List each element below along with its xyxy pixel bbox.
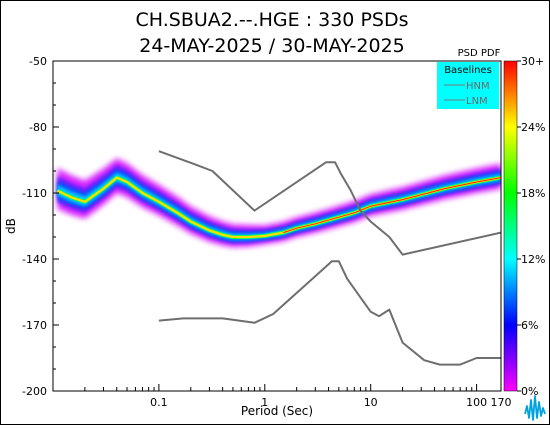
- x-tick-label: 100: [466, 396, 487, 409]
- x-axis-label: Period (Sec): [241, 404, 313, 418]
- noise-model-baselines: [158, 150, 501, 366]
- colorbar-ticks: 30+ 24% 18% 12% 6% 0%: [517, 55, 545, 398]
- chart-subtitle: 24-MAY-2025 / 30-MAY-2025: [139, 35, 405, 57]
- psd-density-layer: [56, 158, 501, 248]
- colorbar: [503, 60, 518, 392]
- y-tick-label: -140: [22, 253, 47, 266]
- x-tick-label: 170: [491, 396, 512, 409]
- y-tick-label: -80: [29, 121, 47, 134]
- x-tick-label: 1: [261, 396, 268, 409]
- lnm-baseline-line: [158, 260, 501, 366]
- seismograph-logo: [524, 395, 546, 421]
- x-tick-label: 0.1: [150, 396, 168, 409]
- colorbar-tick-label: 18%: [521, 187, 545, 200]
- colorbar-tick-label: 30+: [521, 55, 544, 68]
- colorbar-tick-label: 12%: [521, 253, 545, 266]
- density-band-mid-low: [57, 164, 501, 244]
- y-tick-label: -50: [29, 55, 47, 68]
- x-tick-label: 10: [364, 396, 378, 409]
- legend-hnm-label: HNM: [466, 81, 490, 92]
- logo-waveform: [524, 395, 546, 421]
- x-axis: 0.1 1 10 100 170: [84, 384, 512, 409]
- density-peak-ridge: [283, 177, 501, 234]
- colorbar-tick-label: 6%: [521, 319, 538, 332]
- plot-frame: [52, 60, 502, 392]
- y-tick-label: -200: [22, 385, 47, 398]
- y-tick-label: -110: [22, 187, 47, 200]
- colorbar-tick-label: 0%: [521, 385, 538, 398]
- y-tick-label: -170: [22, 319, 47, 332]
- colorbar-title: PSD PDF: [458, 48, 501, 59]
- y-axis-label: dB: [4, 218, 18, 234]
- chart-title: CH.SBUA2.--.HGE : 330 PSDs: [136, 9, 409, 31]
- hnm-baseline-line: [158, 150, 501, 256]
- legend-title: Baselines: [444, 65, 492, 76]
- y-axis: -50 -80 -110 -140 -170 -200: [22, 55, 59, 398]
- legend-lnm-label: LNM: [466, 96, 488, 107]
- colorbar-tick-label: 24%: [521, 121, 545, 134]
- baselines-legend: Baselines HNM LNM: [437, 62, 499, 109]
